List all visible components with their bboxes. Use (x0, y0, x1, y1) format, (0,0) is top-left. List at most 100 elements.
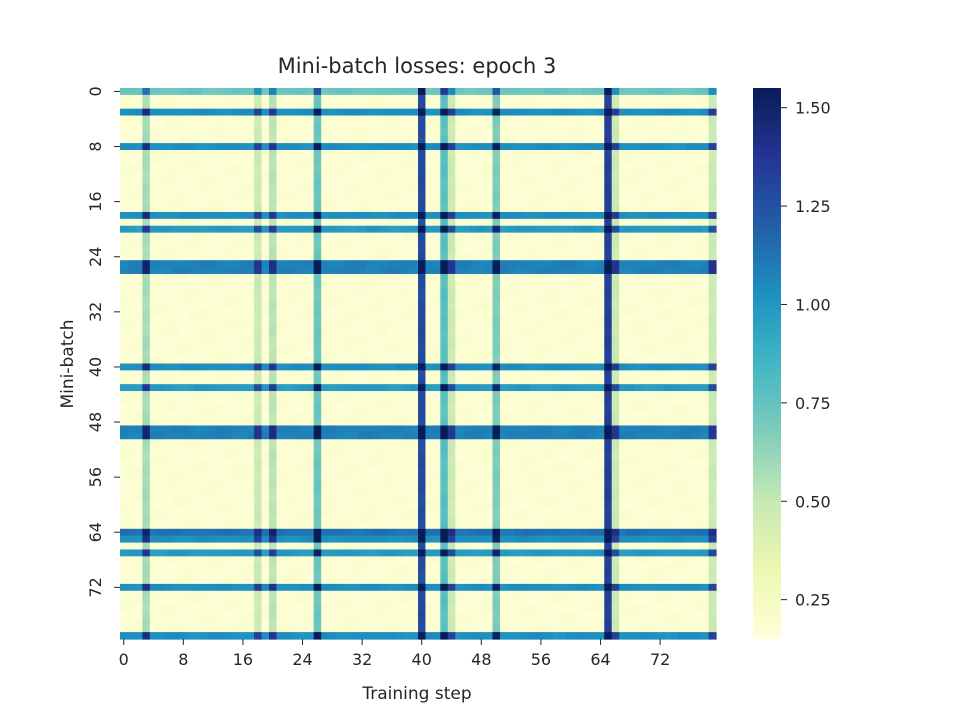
heatmap-cell (634, 122, 643, 130)
heatmap-cell (589, 198, 598, 206)
heatmap-cell (142, 356, 151, 365)
heatmap-cell (447, 363, 456, 371)
heatmap-cell (619, 432, 628, 440)
heatmap-cell (403, 136, 412, 144)
heatmap-cell (239, 439, 248, 447)
heatmap-cell (239, 198, 248, 206)
heatmap-cell (485, 163, 494, 172)
heatmap-cell (492, 129, 501, 137)
heatmap-cell (477, 315, 486, 323)
heatmap-cell (656, 239, 665, 248)
heatmap-cell (686, 322, 695, 330)
heatmap-cell (574, 143, 583, 151)
heatmap-cell (499, 384, 508, 392)
heatmap-cell (432, 439, 441, 447)
heatmap-cell (209, 370, 218, 378)
heatmap-cell (589, 432, 598, 440)
heatmap-cell (291, 301, 300, 309)
heatmap-cell (537, 494, 546, 502)
heatmap-cell (380, 335, 389, 344)
heatmap-cell (179, 225, 188, 234)
heatmap-cell (164, 329, 173, 337)
heatmap-cell (552, 384, 561, 392)
heatmap-cell (187, 88, 196, 96)
heatmap-cell (671, 377, 680, 385)
heatmap-cell (596, 411, 605, 420)
heatmap-cell (328, 149, 337, 158)
heatmap-cell (663, 218, 672, 227)
heatmap-cell (306, 170, 315, 179)
heatmap-cell (596, 294, 605, 303)
heatmap-cell (701, 411, 710, 420)
heatmap-cell (581, 391, 590, 399)
heatmap-cell (693, 370, 702, 378)
heatmap-cell (149, 487, 158, 495)
heatmap-cell (619, 94, 628, 103)
heatmap-cell (432, 225, 441, 234)
heatmap-cell (455, 211, 464, 220)
heatmap-cell (663, 163, 672, 172)
heatmap-cell (462, 205, 471, 213)
heatmap-cell (395, 191, 404, 199)
heatmap-cell (283, 363, 292, 371)
heatmap-cell (581, 294, 590, 303)
heatmap-cell (507, 329, 516, 337)
heatmap-cell (246, 397, 255, 406)
heatmap-cell (596, 397, 605, 406)
heatmap-cell (254, 177, 263, 186)
heatmap-cell (611, 253, 620, 261)
heatmap-cell (358, 418, 367, 427)
heatmap-cell (663, 122, 672, 130)
heatmap-cell (395, 391, 404, 399)
heatmap-cell (507, 446, 516, 454)
heatmap-cell (477, 329, 486, 337)
heatmap-cell (336, 143, 345, 151)
heatmap-cell (239, 425, 248, 433)
heatmap-cell (343, 143, 352, 151)
heatmap-cell (432, 425, 441, 433)
heatmap-cell (499, 301, 508, 309)
heatmap-cell (455, 342, 464, 351)
heatmap-cell (276, 108, 285, 117)
heatmap-cell (350, 501, 359, 509)
heatmap-cell (172, 515, 181, 523)
heatmap-cell (477, 418, 486, 427)
heatmap-cell (648, 349, 657, 358)
heatmap-cell (321, 342, 330, 351)
heatmap-cell (313, 459, 322, 468)
heatmap-cell (142, 294, 151, 303)
heatmap-cell (507, 163, 516, 172)
heatmap-cell (656, 301, 665, 309)
heatmap-cell (559, 363, 568, 371)
heatmap-cell (306, 453, 315, 461)
heatmap-cell (574, 205, 583, 213)
heatmap-cell (216, 411, 225, 420)
heatmap-cell (403, 122, 412, 130)
heatmap-cell (298, 108, 307, 117)
heatmap-cell (425, 466, 434, 475)
heatmap-cell (157, 446, 166, 454)
heatmap-cell (134, 280, 143, 289)
heatmap-cell (641, 184, 650, 192)
heatmap-cell (537, 391, 546, 399)
heatmap-cell (187, 439, 196, 447)
heatmap-cell (157, 149, 166, 158)
heatmap-cell (388, 411, 397, 420)
heatmap-cell (678, 143, 687, 151)
heatmap-cell (708, 473, 717, 482)
heatmap-cell (365, 411, 374, 420)
heatmap-cell (142, 301, 151, 309)
heatmap-cell (395, 473, 404, 482)
heatmap-cell (447, 232, 456, 241)
heatmap-cell (440, 88, 449, 96)
heatmap-cell (239, 232, 248, 241)
heatmap-cell (619, 163, 628, 172)
heatmap-cell (157, 101, 166, 110)
heatmap-cell (589, 108, 598, 117)
heatmap-cell (418, 177, 427, 186)
heatmap-cell (477, 191, 486, 199)
heatmap-cell (321, 143, 330, 151)
heatmap-cell (231, 143, 240, 151)
heatmap-cell (239, 184, 248, 192)
heatmap-cell (455, 439, 464, 447)
